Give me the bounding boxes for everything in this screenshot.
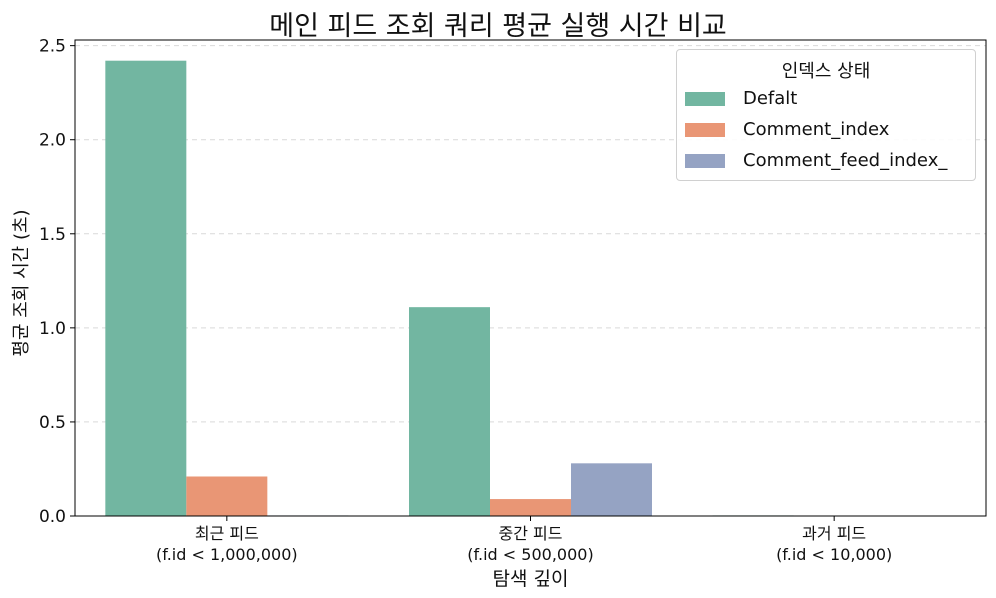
bar-defalt-1	[105, 60, 187, 517]
x-tick-label: (f.id < 1,000,000)	[156, 545, 298, 564]
legend-item-comment-feed-index: Comment_feed_index_	[685, 145, 975, 176]
plot-frame	[74, 39, 987, 517]
x-tick-label: 과거 피드	[802, 524, 866, 543]
bar-comment-index-1	[186, 476, 268, 516]
legend-swatch	[685, 122, 725, 137]
bar-comment-index-2	[490, 499, 571, 516]
chart-title: 메인 피드 조회 쿼리 평균 실행 시간 비교	[269, 11, 727, 42]
bar-defalt-2	[409, 307, 490, 516]
y-axis-label: 평균 조회 시간 (초)	[11, 209, 32, 357]
legend: 인덱스 상태 Defalt Comment_index Comment_feed…	[676, 49, 976, 181]
bar-comment-feed-index-2	[571, 463, 652, 516]
legend-swatch	[685, 153, 725, 168]
legend-title: 인덱스 상태	[781, 61, 871, 82]
x-axis-label: 탐색 깊이	[492, 568, 569, 590]
y-tick-label: 1.0	[39, 319, 66, 339]
y-tick-label: 0.5	[39, 413, 66, 433]
legend-label: Comment_index	[743, 119, 890, 140]
legend-label: Defalt	[743, 88, 798, 109]
legend-swatch	[685, 91, 725, 106]
x-tick-label: (f.id < 500,000)	[467, 545, 593, 564]
legend-item-comment-index: Comment_index	[685, 114, 975, 145]
x-tick-label: 최근 피드	[195, 524, 259, 543]
y-tick-label: 1.5	[39, 225, 66, 245]
y-tick-label: 0.0	[39, 507, 66, 527]
x-tick-label: 중간 피드	[499, 524, 563, 543]
x-tick-label: (f.id < 10,000)	[776, 545, 892, 564]
legend-item-defalt: Defalt	[685, 83, 975, 114]
y-tick-label: 2.5	[39, 37, 66, 57]
legend-label: Comment_feed_index_	[743, 150, 948, 171]
y-tick-label: 2.0	[39, 131, 66, 151]
